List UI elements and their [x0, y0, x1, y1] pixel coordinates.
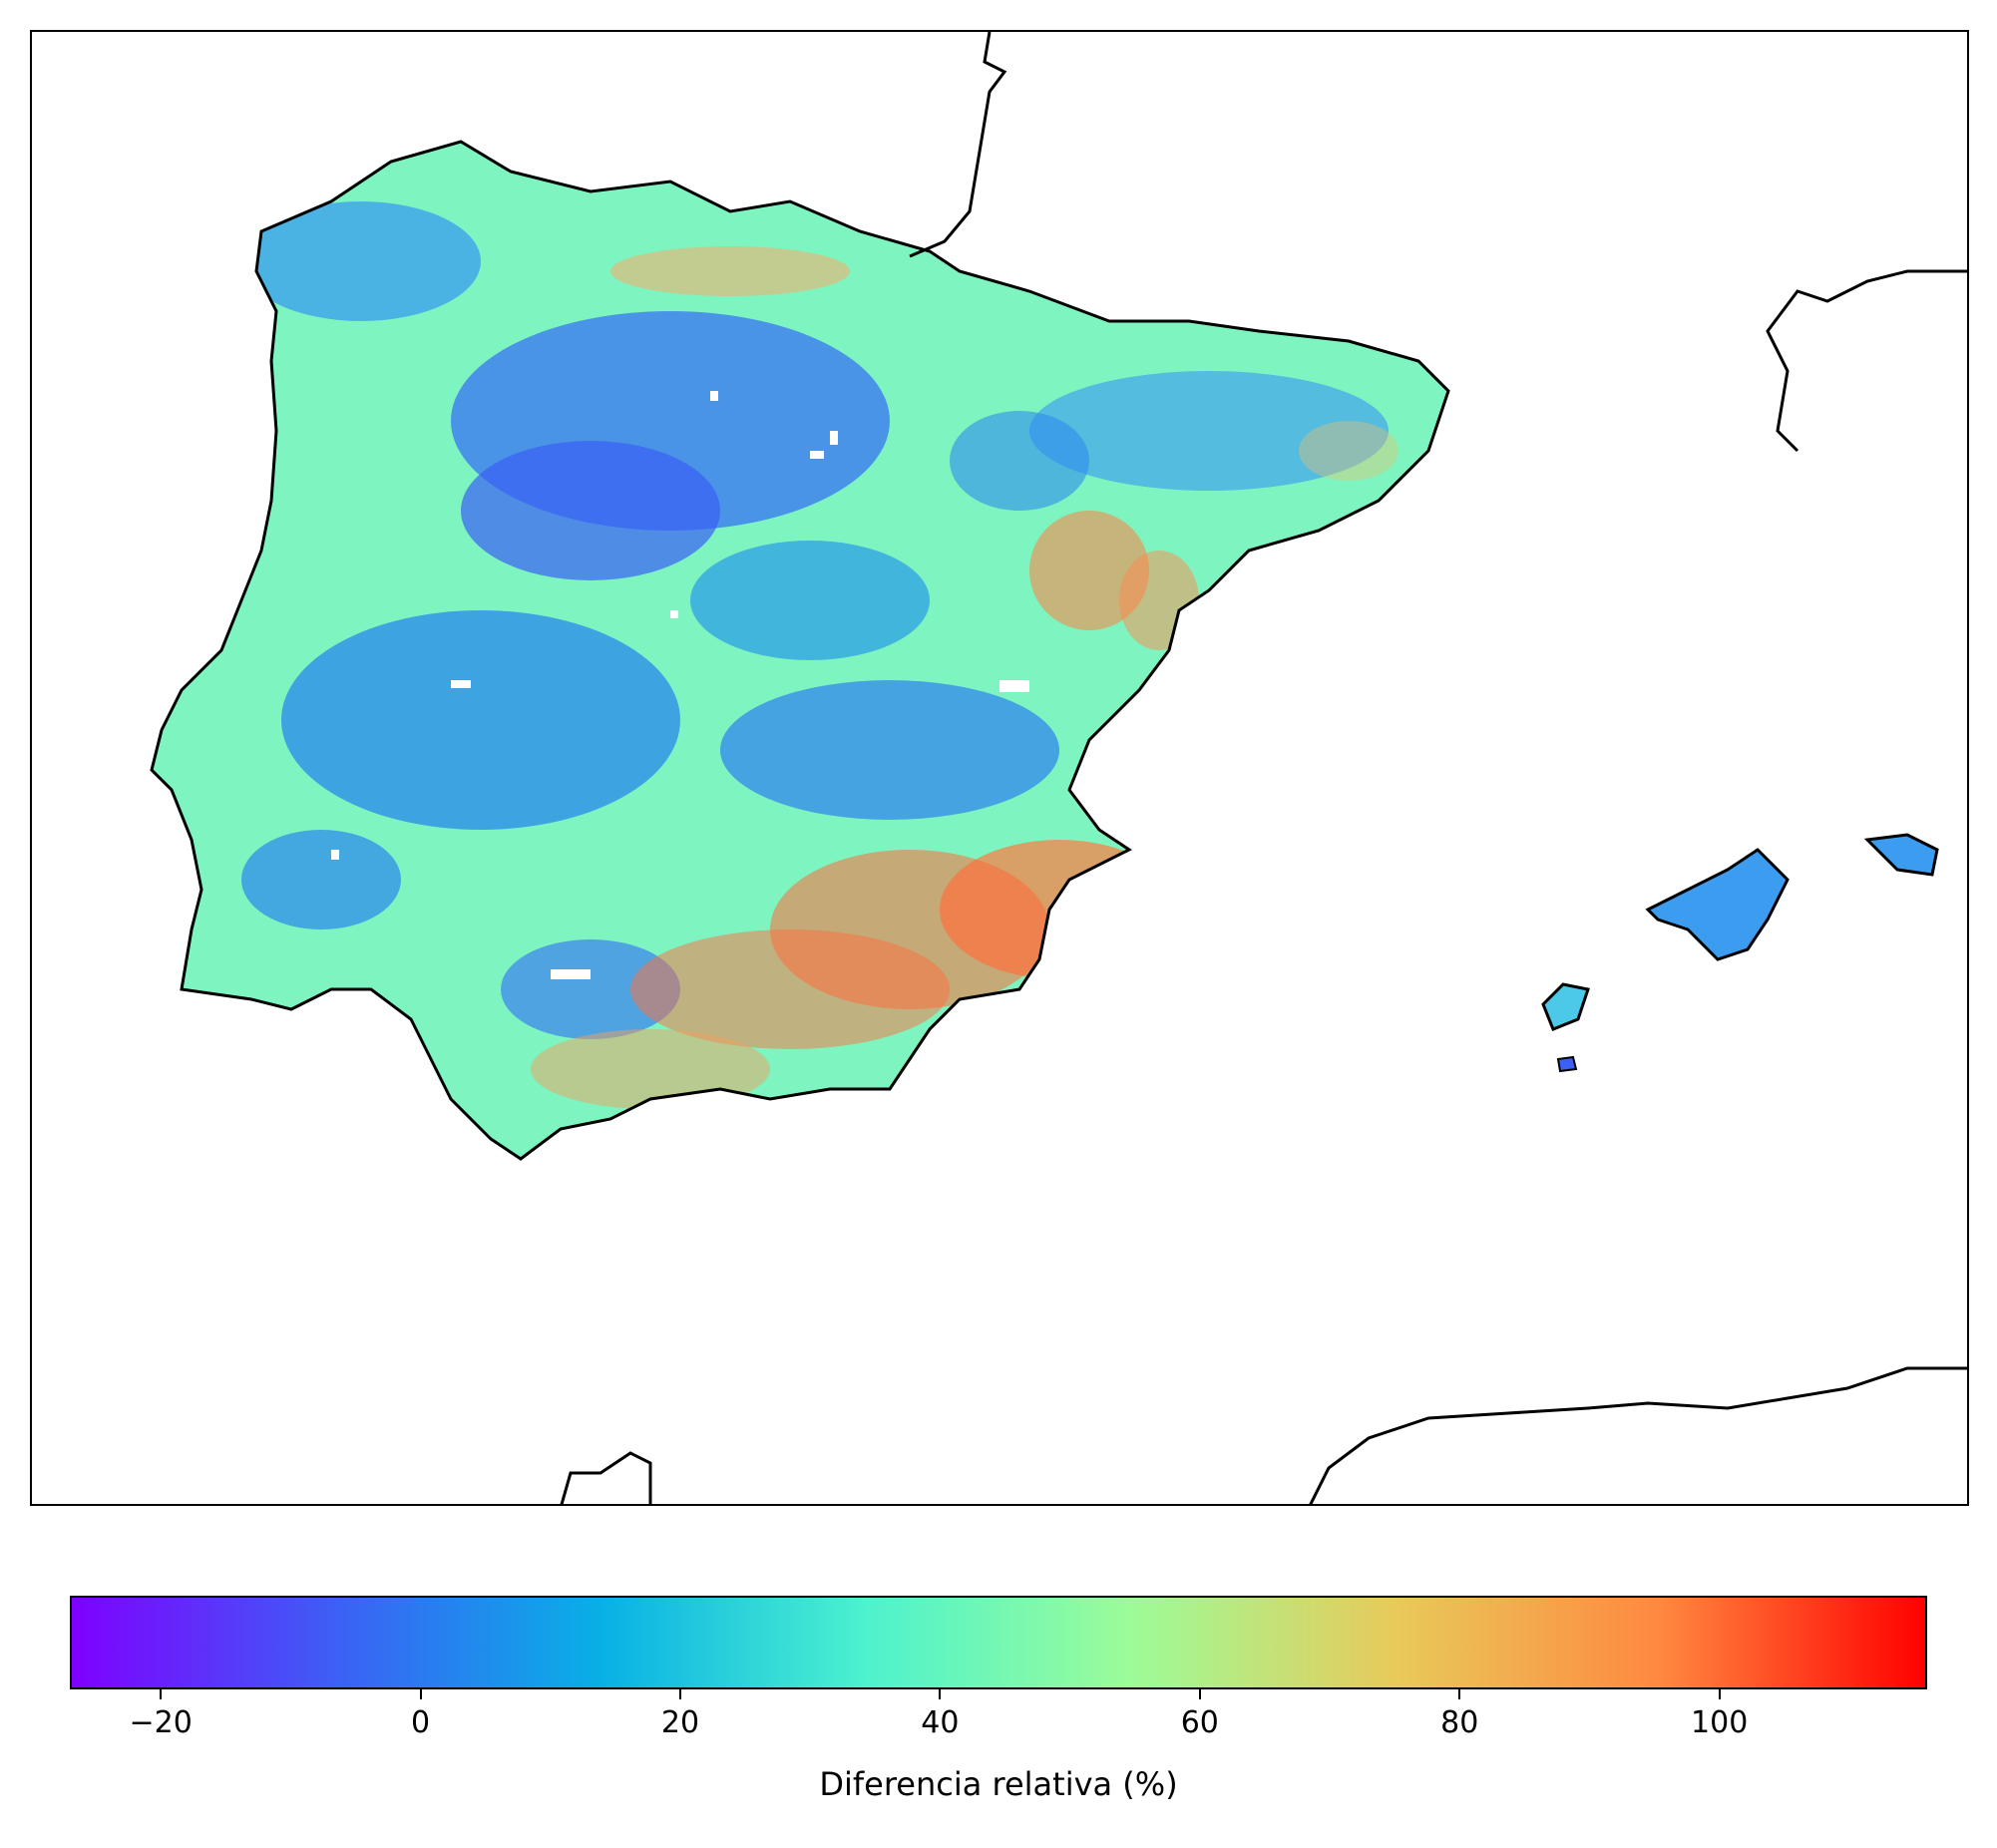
- colorbar-tick-mark: [939, 1689, 942, 1699]
- colorbar-tick-label: 100: [1691, 1705, 1749, 1740]
- colorbar-tick-mark: [419, 1689, 422, 1699]
- ibiza-island: [1541, 982, 1590, 1031]
- colorbar-tick-label: 0: [411, 1705, 431, 1740]
- colorbar-tick-label: 80: [1440, 1705, 1479, 1740]
- colorbar-label: Diferencia relativa (%): [819, 1765, 1178, 1803]
- africa-coastline: [1309, 1366, 1967, 1504]
- mallorca-island: [1645, 848, 1790, 961]
- colorbar-tick-mark: [678, 1689, 681, 1699]
- france-coastline: [909, 32, 1007, 258]
- colorbar: [70, 1596, 1927, 1689]
- colorbar-tick-mark: [1458, 1689, 1461, 1699]
- morocco-coastline: [560, 1451, 652, 1504]
- colorbar-tick-mark: [1718, 1689, 1721, 1699]
- colorbar-tick-label: 60: [1180, 1705, 1219, 1740]
- map-svg: [150, 32, 1967, 1504]
- colorbar-tick-label: 40: [921, 1705, 960, 1740]
- colorbar-tick-mark: [160, 1689, 163, 1699]
- colorbar-tick-label: 20: [660, 1705, 700, 1740]
- colorbar-tick-label: −20: [129, 1705, 193, 1740]
- iberia-coastline: [150, 140, 1450, 1161]
- map-panel: [30, 30, 1969, 1506]
- colorbar-tick-mark: [1198, 1689, 1201, 1699]
- colorbar-ticks: −20 0 20 40 60 80 100: [70, 1689, 1927, 1749]
- corsica-coastline: [1766, 269, 1967, 453]
- formentera-island: [1556, 1055, 1578, 1073]
- menorca-island: [1863, 833, 1939, 877]
